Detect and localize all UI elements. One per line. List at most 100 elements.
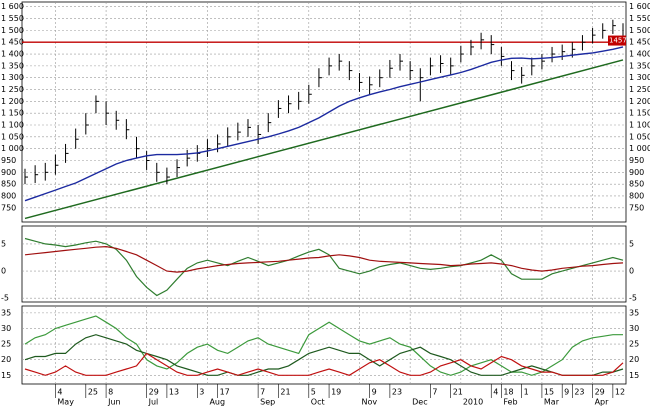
y-tick-label-right: 15 bbox=[629, 371, 639, 380]
panel-frame bbox=[21, 225, 627, 303]
month-label: May bbox=[57, 398, 74, 407]
y-tick-label-left: 900 bbox=[1, 168, 16, 177]
y-tick-label-right: 1 200 bbox=[629, 97, 650, 106]
y-tick-label-left: 30 bbox=[1, 324, 11, 333]
y-tick-label-left: 850 bbox=[1, 180, 16, 189]
month-label: Feb bbox=[503, 398, 517, 407]
x-tick-label: 17 bbox=[220, 388, 230, 397]
panel-frame bbox=[21, 305, 627, 385]
y-tick-label-left: 0 bbox=[1, 267, 6, 276]
x-tick-label: 23 bbox=[392, 388, 402, 397]
last-price-tag bbox=[608, 35, 626, 46]
series-line bbox=[24, 315, 623, 376]
y-tick-label-left: 20 bbox=[1, 355, 11, 364]
month-label: Oct bbox=[311, 398, 325, 407]
y-tick-label-left: 5 bbox=[1, 239, 6, 248]
x-tick-label: 21 bbox=[280, 388, 290, 397]
y-tick-label-right: 5 bbox=[629, 239, 634, 248]
y-tick-label-right: 950 bbox=[629, 156, 644, 165]
y-tick-label-left: 1 300 bbox=[1, 73, 24, 82]
x-tick-label: 8 bbox=[108, 388, 113, 397]
y-tick-label-left: 1 400 bbox=[1, 50, 24, 59]
y-tick-label-right: 20 bbox=[629, 355, 639, 364]
panel-frame bbox=[21, 1, 627, 223]
y-tick-label-left: 800 bbox=[1, 191, 16, 200]
x-tick-label: 29 bbox=[149, 388, 159, 397]
series-line bbox=[24, 245, 624, 273]
x-tick-label: 4 bbox=[493, 388, 498, 397]
y-tick-label-right: 30 bbox=[629, 324, 639, 333]
y-tick-label-left: 25 bbox=[1, 340, 11, 349]
x-tick-label: 7 bbox=[260, 388, 265, 397]
y-tick-label-right: 1 550 bbox=[629, 14, 650, 23]
y-tick-label-left: 1 000 bbox=[1, 144, 24, 153]
y-tick-label-right: 1 400 bbox=[629, 50, 650, 59]
x-tick-label: 21 bbox=[453, 388, 463, 397]
y-tick-label-right: 1 500 bbox=[629, 26, 650, 35]
x-tick-label: 18 bbox=[503, 388, 513, 397]
y-tick-label-right: 1 050 bbox=[629, 132, 650, 141]
y-tick-label-left: 1 500 bbox=[1, 26, 24, 35]
y-tick-label-left: 35 bbox=[1, 308, 11, 317]
month-label: Dec bbox=[412, 398, 427, 407]
y-tick-label-right: 800 bbox=[629, 191, 644, 200]
x-tick-label: 19 bbox=[331, 388, 341, 397]
y-tick-label-left: 1 150 bbox=[1, 109, 24, 118]
y-tick-label-right: 1 150 bbox=[629, 109, 650, 118]
month-label: Nov bbox=[361, 398, 377, 407]
y-tick-label-right: 1 600 bbox=[629, 2, 650, 11]
month-label: 2010 bbox=[463, 398, 483, 407]
y-tick-label-right: 1 300 bbox=[629, 73, 650, 82]
month-label: Aug bbox=[209, 398, 225, 407]
y-tick-label-left: 1 050 bbox=[1, 132, 24, 141]
x-tick-label: 5 bbox=[311, 388, 316, 397]
y-tick-label-right: -5 bbox=[629, 294, 637, 303]
y-tick-label-right: 1 100 bbox=[629, 121, 650, 130]
month-label: Apr bbox=[595, 398, 610, 407]
y-tick-label-left: 1 200 bbox=[1, 97, 24, 106]
month-label: Mar bbox=[544, 398, 560, 407]
month-label: Jul bbox=[148, 398, 159, 407]
last-price-label: 1457 bbox=[609, 37, 627, 45]
x-tick-label: 9 bbox=[372, 388, 377, 397]
x-tick-label: 29 bbox=[595, 388, 605, 397]
x-tick-label: 4 bbox=[57, 388, 62, 397]
x-tick-label: 15 bbox=[544, 388, 554, 397]
y-tick-label-left: 1 550 bbox=[1, 14, 24, 23]
y-tick-label-left: 1 250 bbox=[1, 85, 24, 94]
y-tick-label-right: 0 bbox=[629, 267, 634, 276]
x-tick-label: 12 bbox=[615, 388, 625, 397]
month-label: Jun bbox=[107, 398, 121, 407]
x-tick-label: 3 bbox=[199, 388, 204, 397]
y-tick-label-left: -5 bbox=[1, 294, 9, 303]
y-tick-label-left: 1 450 bbox=[1, 38, 24, 47]
series-line bbox=[24, 334, 624, 376]
y-tick-label-right: 25 bbox=[629, 340, 639, 349]
x-tick-label: 1 bbox=[524, 388, 529, 397]
series-line bbox=[24, 352, 624, 376]
series-line bbox=[24, 237, 624, 297]
y-tick-label-left: 15 bbox=[1, 371, 11, 380]
x-tick-label: 9 bbox=[564, 388, 569, 397]
y-tick-label-left: 950 bbox=[1, 156, 16, 165]
y-tick-label-right: 900 bbox=[629, 168, 644, 177]
series-line bbox=[24, 46, 624, 202]
y-tick-label-left: 1 100 bbox=[1, 121, 24, 130]
y-tick-label-right: 35 bbox=[629, 308, 639, 317]
x-tick-label: 23 bbox=[574, 388, 584, 397]
y-tick-label-right: 1 000 bbox=[629, 144, 650, 153]
x-tick-label: 13 bbox=[169, 388, 179, 397]
x-tick-label: 25 bbox=[88, 388, 98, 397]
y-tick-label-right: 850 bbox=[629, 180, 644, 189]
trendline bbox=[24, 59, 624, 220]
y-tick-label-right: 1 250 bbox=[629, 85, 650, 94]
y-tick-label-left: 1 600 bbox=[1, 2, 24, 11]
x-tick-label: 7 bbox=[432, 388, 437, 397]
y-tick-label-right: 1 350 bbox=[629, 61, 650, 70]
month-label: Sep bbox=[260, 398, 275, 407]
y-tick-label-left: 1 350 bbox=[1, 61, 24, 70]
y-tick-label-right: 1 450 bbox=[629, 38, 650, 47]
y-tick-label-left: 750 bbox=[1, 203, 16, 212]
y-tick-label-right: 750 bbox=[629, 203, 644, 212]
